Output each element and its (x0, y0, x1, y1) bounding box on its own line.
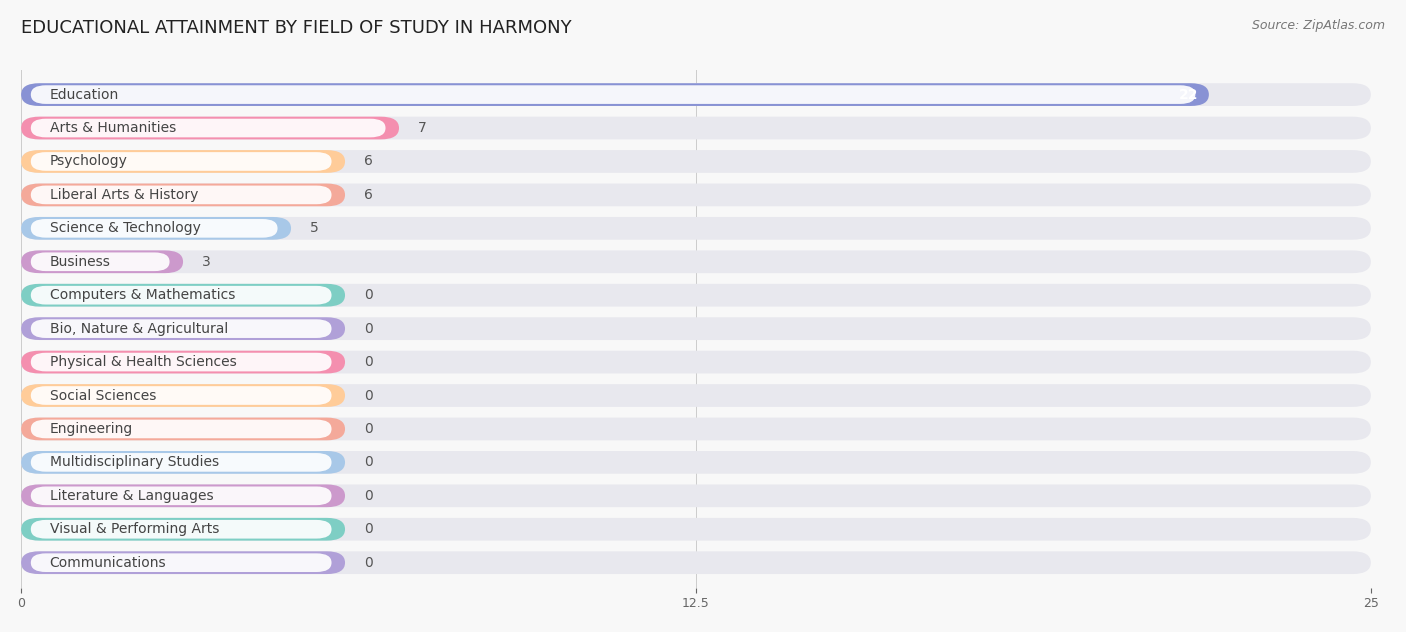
FancyBboxPatch shape (21, 250, 183, 273)
Text: 6: 6 (364, 188, 373, 202)
Text: EDUCATIONAL ATTAINMENT BY FIELD OF STUDY IN HARMONY: EDUCATIONAL ATTAINMENT BY FIELD OF STUDY… (21, 19, 572, 37)
FancyBboxPatch shape (31, 487, 332, 505)
FancyBboxPatch shape (21, 551, 1371, 574)
Text: Engineering: Engineering (49, 422, 134, 436)
FancyBboxPatch shape (31, 386, 332, 405)
Text: 0: 0 (364, 355, 373, 369)
FancyBboxPatch shape (21, 284, 1371, 307)
FancyBboxPatch shape (21, 518, 344, 540)
FancyBboxPatch shape (31, 520, 332, 538)
Text: Communications: Communications (49, 556, 166, 569)
FancyBboxPatch shape (21, 317, 344, 340)
Text: 0: 0 (364, 288, 373, 302)
FancyBboxPatch shape (21, 150, 1371, 173)
Text: Education: Education (49, 88, 120, 102)
FancyBboxPatch shape (31, 420, 332, 438)
FancyBboxPatch shape (31, 286, 332, 305)
FancyBboxPatch shape (21, 485, 344, 507)
FancyBboxPatch shape (21, 384, 344, 407)
Text: 0: 0 (364, 456, 373, 470)
Text: Arts & Humanities: Arts & Humanities (49, 121, 176, 135)
FancyBboxPatch shape (21, 485, 1371, 507)
Text: Liberal Arts & History: Liberal Arts & History (49, 188, 198, 202)
Text: Bio, Nature & Agricultural: Bio, Nature & Agricultural (49, 322, 228, 336)
FancyBboxPatch shape (31, 186, 332, 204)
Text: 0: 0 (364, 489, 373, 503)
Text: 3: 3 (202, 255, 211, 269)
Text: 22: 22 (1178, 88, 1198, 102)
FancyBboxPatch shape (21, 150, 344, 173)
FancyBboxPatch shape (31, 554, 332, 572)
FancyBboxPatch shape (31, 152, 332, 171)
Text: 0: 0 (364, 522, 373, 536)
Text: Multidisciplinary Studies: Multidisciplinary Studies (49, 456, 219, 470)
Text: Literature & Languages: Literature & Languages (49, 489, 214, 503)
FancyBboxPatch shape (21, 418, 344, 441)
FancyBboxPatch shape (21, 351, 344, 374)
FancyBboxPatch shape (21, 451, 344, 474)
FancyBboxPatch shape (21, 351, 1371, 374)
FancyBboxPatch shape (31, 453, 332, 471)
Text: Visual & Performing Arts: Visual & Performing Arts (49, 522, 219, 536)
Text: 0: 0 (364, 422, 373, 436)
FancyBboxPatch shape (21, 217, 1371, 240)
FancyBboxPatch shape (21, 183, 344, 206)
Text: Science & Technology: Science & Technology (49, 221, 201, 235)
FancyBboxPatch shape (31, 252, 170, 271)
FancyBboxPatch shape (21, 418, 1371, 441)
Text: Psychology: Psychology (49, 154, 128, 169)
FancyBboxPatch shape (21, 117, 399, 140)
FancyBboxPatch shape (21, 317, 1371, 340)
Text: 7: 7 (418, 121, 426, 135)
FancyBboxPatch shape (21, 284, 344, 307)
FancyBboxPatch shape (31, 219, 277, 238)
Text: 6: 6 (364, 154, 373, 169)
FancyBboxPatch shape (31, 353, 332, 372)
Text: 0: 0 (364, 389, 373, 403)
Text: Business: Business (49, 255, 111, 269)
FancyBboxPatch shape (31, 319, 332, 338)
FancyBboxPatch shape (21, 217, 291, 240)
FancyBboxPatch shape (21, 551, 344, 574)
FancyBboxPatch shape (31, 85, 1195, 104)
FancyBboxPatch shape (21, 183, 1371, 206)
Text: 5: 5 (309, 221, 319, 235)
FancyBboxPatch shape (21, 83, 1371, 106)
FancyBboxPatch shape (21, 117, 1371, 140)
FancyBboxPatch shape (31, 119, 385, 137)
Text: Computers & Mathematics: Computers & Mathematics (49, 288, 235, 302)
Text: Source: ZipAtlas.com: Source: ZipAtlas.com (1251, 19, 1385, 32)
Text: 0: 0 (364, 556, 373, 569)
FancyBboxPatch shape (21, 250, 1371, 273)
FancyBboxPatch shape (21, 451, 1371, 474)
Text: 0: 0 (364, 322, 373, 336)
FancyBboxPatch shape (21, 83, 1209, 106)
FancyBboxPatch shape (21, 384, 1371, 407)
Text: Social Sciences: Social Sciences (49, 389, 156, 403)
Text: Physical & Health Sciences: Physical & Health Sciences (49, 355, 236, 369)
FancyBboxPatch shape (21, 518, 1371, 540)
